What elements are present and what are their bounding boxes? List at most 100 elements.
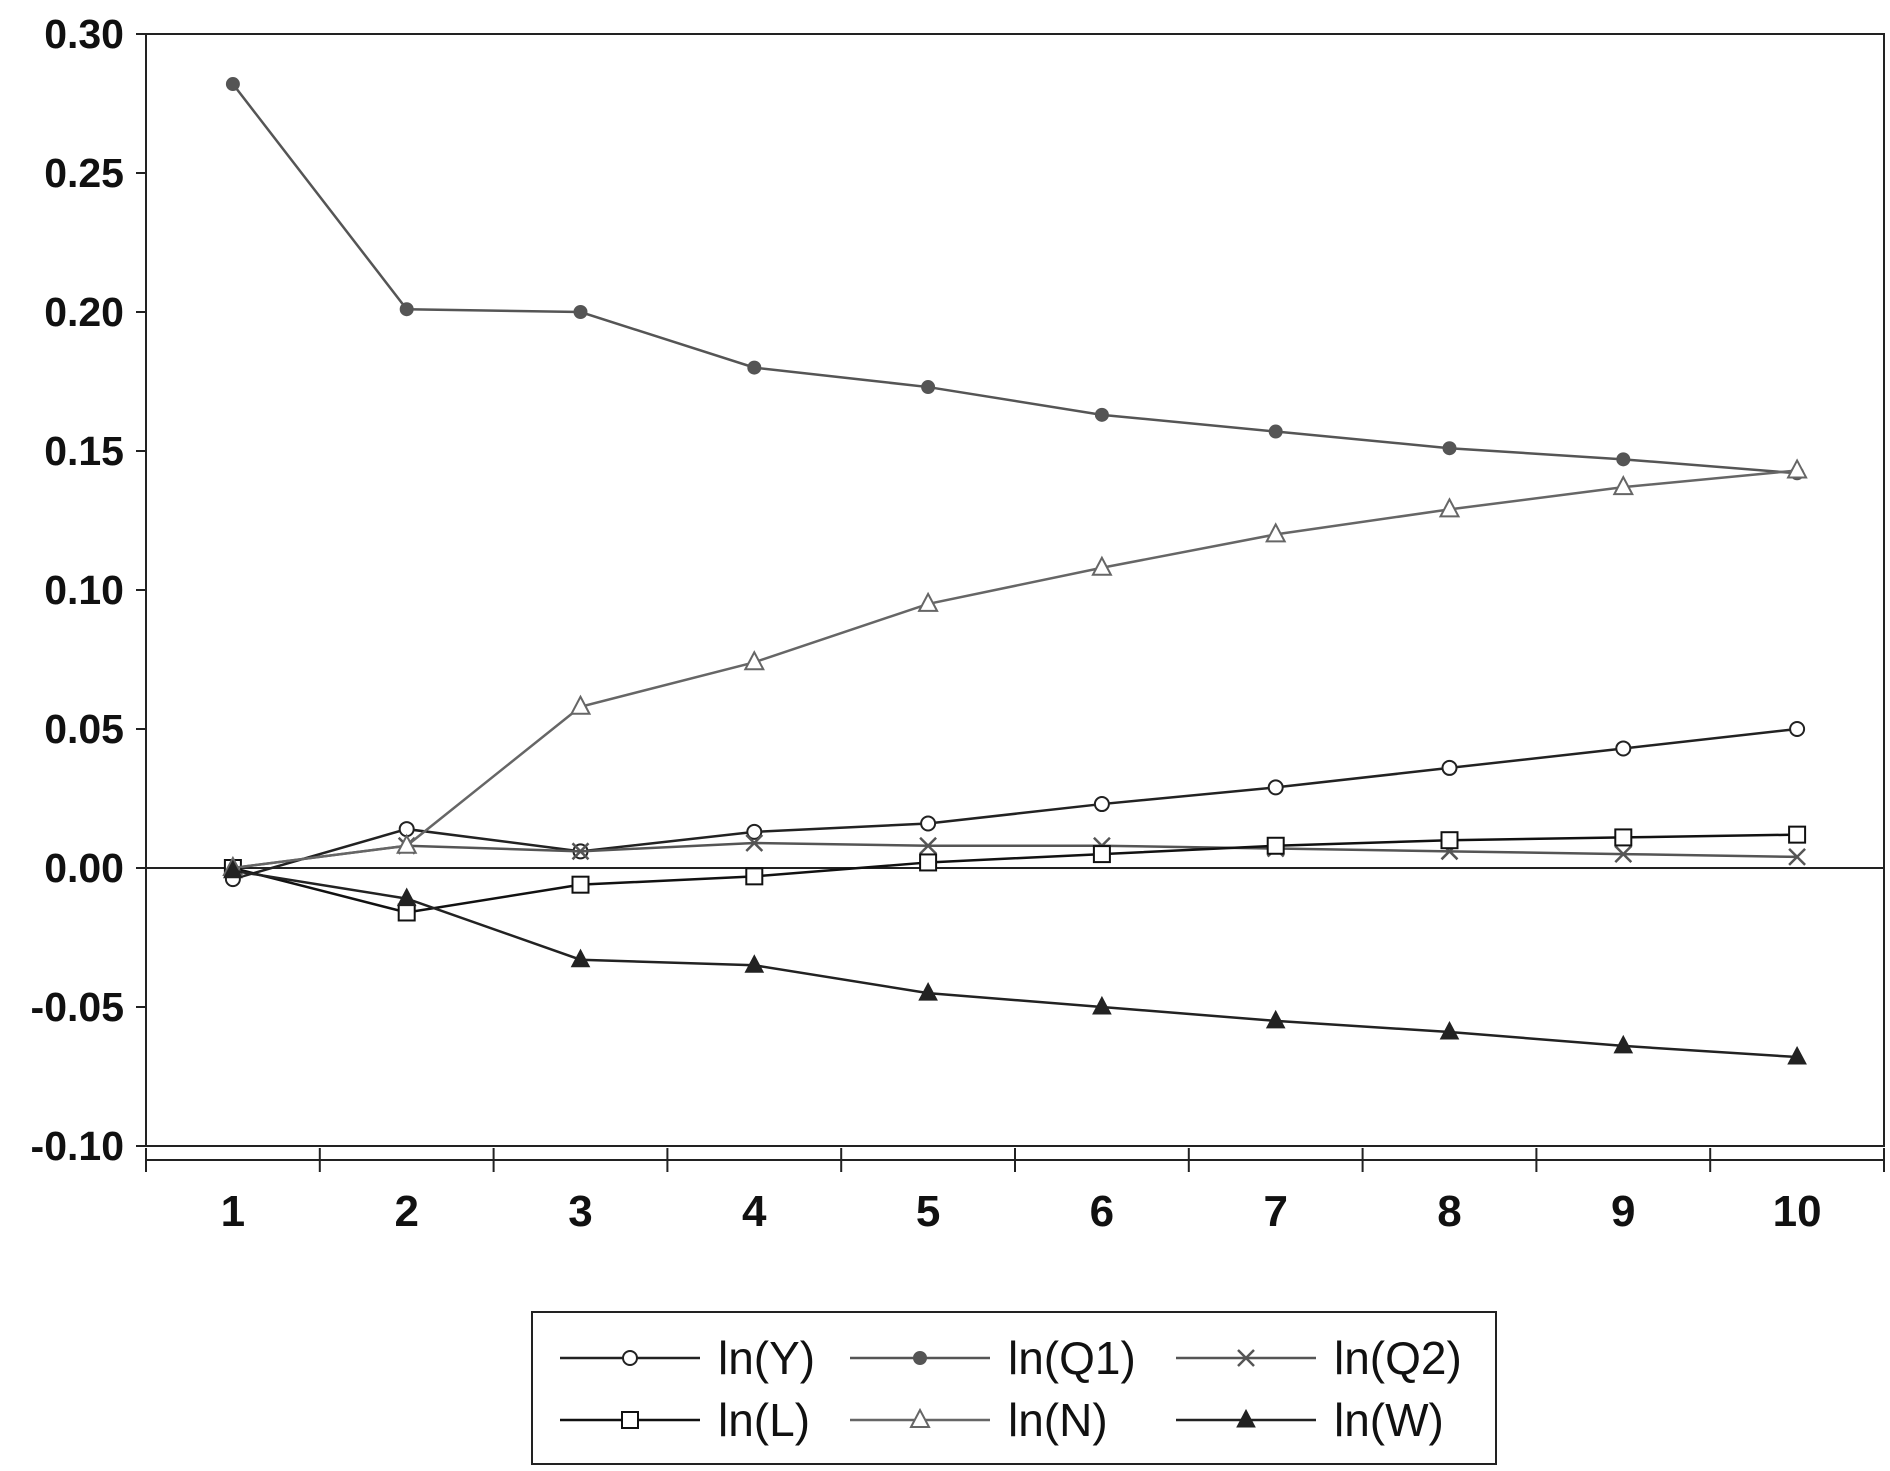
data-point-ln-w: [1787, 1045, 1807, 1065]
data-point-ln-q2: [745, 834, 764, 852]
legend-item-ln-w: ln(W): [1176, 1394, 1444, 1446]
y-axis: 0.30 0.25 0.20 0.15 0.10 0.05 0.00 -0.05 -0.10: [31, 11, 146, 1169]
y-tick-label: 0.20: [44, 289, 124, 335]
legend: ln(Y) ln(Q1) ln(Q2) ln(L) ln(N) ln(W): [531, 1311, 1497, 1465]
legend-marker: [1237, 1349, 1255, 1367]
data-point-ln-l: [1440, 831, 1459, 850]
data-point-ln-w: [1265, 1009, 1286, 1029]
series-ln-q1: [225, 77, 1805, 481]
y-tick-label: 0.10: [44, 567, 124, 613]
data-point-ln-l: [1266, 836, 1285, 855]
x-tick-label: 1: [221, 1187, 245, 1236]
x-tick-label: 8: [1437, 1187, 1461, 1236]
legend-label: ln(Q2): [1334, 1332, 1462, 1384]
x-tick-label: 7: [1263, 1187, 1287, 1236]
x-marker-stroke: [745, 834, 764, 852]
data-point-ln-q2: [571, 842, 590, 861]
legend-marker: [1236, 1408, 1256, 1428]
x-marker-stroke: [571, 842, 590, 861]
legend-label: ln(L): [718, 1394, 810, 1446]
series-line-ln-w: [232, 869, 1798, 1059]
legend-label: ln(N): [1008, 1394, 1108, 1446]
data-point-ln-q1: [399, 302, 414, 317]
series-ln-q2: [224, 834, 1806, 877]
x-tick-label: 9: [1611, 1187, 1635, 1236]
y-tick-label: -0.10: [31, 1123, 124, 1169]
data-point-ln-l: [397, 903, 416, 922]
data-point-ln-q1: [1268, 424, 1283, 439]
data-point-ln-w: [570, 948, 591, 968]
data-point-ln-y: [746, 823, 763, 840]
data-point-ln-q2: [1788, 847, 1806, 866]
data-point-ln-n: [1091, 555, 1113, 576]
data-point-ln-w: [918, 982, 938, 1001]
data-point-ln-q1: [921, 380, 936, 395]
data-point-ln-l: [745, 867, 764, 886]
data-point-ln-w: [1613, 1034, 1634, 1054]
x-tick-label: 3: [568, 1187, 592, 1236]
x-tick-label: 4: [742, 1187, 767, 1236]
data-point-ln-q2: [919, 836, 937, 855]
x-tick-label: 5: [916, 1187, 940, 1236]
legend-item-ln-y: ln(Y): [560, 1332, 815, 1384]
legend-box: [531, 1311, 1497, 1465]
series-line-ln-q1: [231, 83, 1798, 475]
legend-item-ln-q1: ln(Q1): [850, 1332, 1136, 1384]
data-point-ln-n: [743, 650, 765, 671]
data-point-ln-n: [1786, 458, 1808, 479]
data-point-ln-y: [1441, 759, 1458, 776]
series-ln-y: [224, 721, 1806, 888]
series-line-ln-n: [232, 469, 1798, 870]
series-line-ln-q2: [232, 841, 1798, 870]
legend-item-ln-n: ln(N): [850, 1394, 1108, 1446]
x-marker-stroke: [1788, 847, 1806, 866]
data-point-ln-q1: [573, 305, 588, 319]
data-point-ln-l: [1614, 828, 1633, 847]
data-point-ln-q1: [1094, 407, 1109, 422]
legend-marker: [909, 1407, 931, 1428]
x-marker-stroke: [919, 836, 937, 855]
data-point-ln-n: [917, 591, 939, 612]
series-ln-n: [222, 458, 1808, 876]
series-ln-l: [223, 825, 1807, 922]
legend-item-ln-q2: ln(Q2): [1176, 1332, 1462, 1384]
data-point-ln-q1: [1616, 452, 1631, 467]
x-tick-label: 10: [1773, 1187, 1822, 1236]
y-tick-label: 0.05: [44, 706, 124, 752]
series-layer: [222, 77, 1808, 1065]
data-point-ln-l: [571, 875, 590, 894]
legend-label: ln(Y): [718, 1332, 815, 1384]
x-tick-label: 6: [1090, 1187, 1114, 1236]
legend-label: ln(Q1): [1008, 1332, 1136, 1384]
data-point-ln-l: [919, 853, 938, 872]
data-point-ln-q1: [747, 360, 762, 375]
data-point-ln-q2: [1614, 845, 1633, 863]
x-axis: 1 2 3 4 5 6 7 8 9 10: [145, 1148, 1885, 1236]
data-point-ln-w: [396, 887, 417, 907]
legend-label: ln(W): [1334, 1394, 1444, 1446]
data-point-ln-n: [396, 833, 418, 854]
y-tick-label: 0.30: [44, 11, 124, 57]
data-point-ln-w: [223, 859, 243, 879]
data-point-ln-y: [1615, 740, 1632, 757]
data-point-ln-n: [1265, 522, 1287, 543]
data-point-ln-l: [1788, 825, 1807, 844]
x-marker-stroke: [1237, 1349, 1255, 1367]
series-ln-w: [223, 859, 1807, 1065]
y-tick-label: 0.00: [44, 845, 124, 891]
series-line-ln-l: [232, 833, 1798, 914]
x-marker-stroke: [1614, 845, 1633, 863]
data-point-ln-y: [920, 815, 937, 832]
plot-frame: [145, 33, 1885, 1147]
y-tick-label: 0.25: [44, 150, 124, 196]
data-point-ln-y: [1267, 779, 1284, 796]
data-point-ln-w: [1092, 995, 1112, 1015]
legend-item-ln-l: ln(L): [560, 1394, 810, 1446]
data-point-ln-q1: [225, 77, 240, 92]
legend-marker: [913, 1351, 927, 1365]
x-tick-label: 2: [394, 1187, 418, 1236]
data-point-ln-y: [1789, 721, 1806, 737]
y-tick-label: -0.05: [31, 984, 124, 1030]
data-point-ln-n: [1438, 497, 1461, 518]
